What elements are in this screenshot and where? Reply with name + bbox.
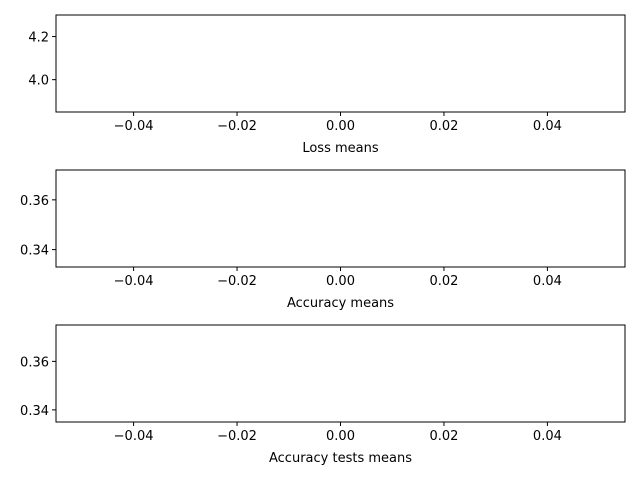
- x-tick-label: 0.04: [533, 274, 562, 289]
- subplot-2: −0.04 −0.02 0.00 0.02 0.04 0.34 0.36 Accuracy m…: [20, 169, 626, 311]
- x-tick-label: −0.02: [217, 429, 257, 444]
- y-tick-label: 4.0: [28, 74, 49, 89]
- x-tick-label: 0.02: [429, 429, 458, 444]
- x-tick-label: 0.04: [533, 119, 562, 134]
- x-tick-label: 0.04: [533, 429, 562, 444]
- axes-frame: [55, 169, 626, 268]
- subplot-3: −0.04 −0.02 0.00 0.02 0.04 0.34 0.36 Accuracy t…: [20, 324, 626, 466]
- x-axis-label: Accuracy tests means: [269, 451, 412, 466]
- y-tick-label: 0.34: [20, 404, 49, 419]
- y-tick-label: 4.2: [28, 31, 49, 46]
- y-tick-label: 0.34: [20, 244, 49, 259]
- axes-frame: [55, 14, 626, 113]
- y-tick-label: 0.36: [20, 355, 49, 370]
- x-tick-label: −0.02: [217, 119, 257, 134]
- x-tick-label: 0.02: [429, 274, 458, 289]
- x-tick-label: 0.00: [326, 274, 355, 289]
- x-tick-label: −0.02: [217, 274, 257, 289]
- y-tick-label: 0.36: [20, 194, 49, 209]
- x-tick-label: −0.04: [114, 274, 154, 289]
- x-axis-label: Loss means: [302, 141, 379, 156]
- x-tick-label: −0.04: [114, 119, 154, 134]
- subplot-1: −0.04 −0.02 0.00 0.02 0.04 4.0 4.2 Loss means: [28, 14, 626, 156]
- x-tick-label: −0.04: [114, 429, 154, 444]
- x-tick-label: 0.00: [326, 119, 355, 134]
- x-tick-label: 0.00: [326, 429, 355, 444]
- axes-frame: [55, 324, 626, 423]
- x-tick-label: 0.02: [429, 119, 458, 134]
- x-axis-label: Accuracy means: [287, 296, 394, 311]
